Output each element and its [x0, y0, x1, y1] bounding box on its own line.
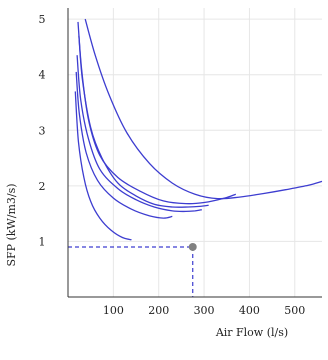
y-tick-label: 5	[39, 13, 46, 26]
x-tick-label: 100	[103, 304, 124, 317]
grid-lines	[68, 8, 322, 297]
y-tick-label: 4	[39, 69, 46, 82]
y-tick-label: 2	[39, 180, 46, 193]
y-tick-label: 1	[39, 235, 46, 248]
x-tick-label: 400	[239, 304, 260, 317]
series-line-3	[78, 35, 209, 208]
series-line-4	[76, 55, 202, 213]
x-tick-label: 300	[194, 304, 215, 317]
x-tick-label: 200	[148, 304, 169, 317]
axes	[67, 8, 322, 298]
tick-labels: 100 200 300 400 500 1 2 3 4 5	[39, 13, 306, 317]
x-axis-title: Air Flow (l/s)	[215, 326, 288, 339]
series-line-1	[84, 18, 323, 200]
operating-point-marker	[188, 242, 197, 251]
y-axis-title: SFP (kW/m3/s)	[5, 183, 18, 266]
series-line-2	[77, 21, 237, 205]
series-line-5	[75, 71, 173, 219]
series-line-6	[74, 91, 132, 241]
x-tick-label: 500	[284, 304, 305, 317]
operating-point-guides	[68, 242, 197, 297]
y-tick-label: 3	[39, 124, 46, 137]
series-layer	[74, 18, 323, 241]
